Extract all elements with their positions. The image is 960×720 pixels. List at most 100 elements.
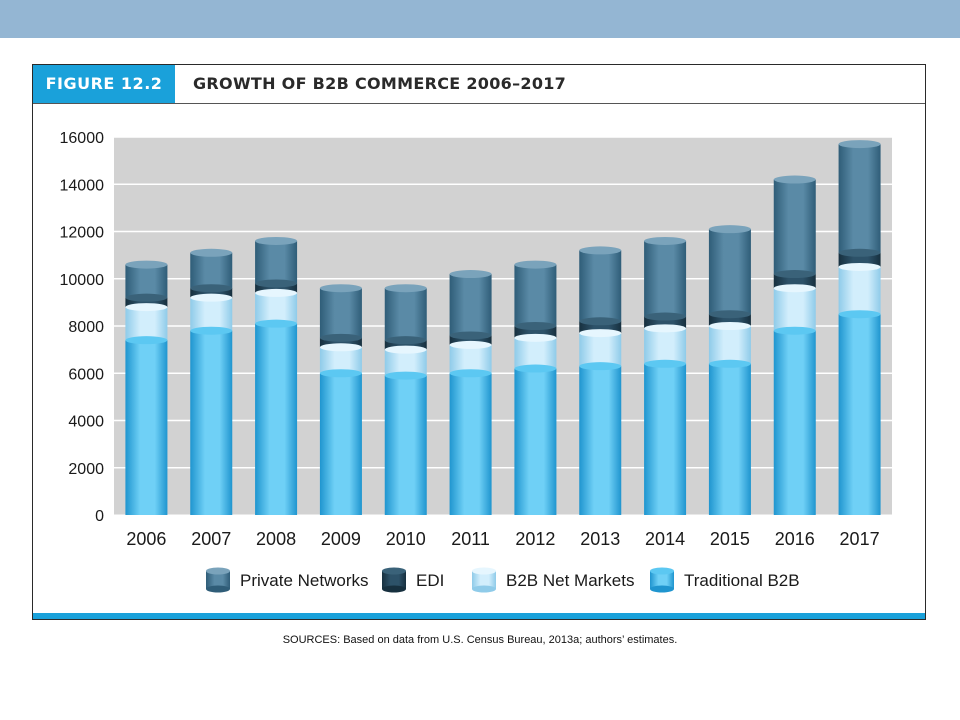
y-tick-label: 16000: [60, 130, 105, 147]
bar-cap-private-networks-2010: [384, 284, 427, 293]
y-axis-ticks: 0 2000 4000 6000 8000 10000 12000 14000 16000: [60, 130, 105, 525]
legend-label: EDI: [416, 571, 444, 590]
bar-2013: [579, 246, 622, 515]
x-tick-label: 2009: [321, 529, 361, 549]
bar-cap-private-networks-2014: [644, 236, 687, 245]
bar-segment-edi-2010: [384, 340, 427, 350]
legend: Private Networks EDI B2B Net Markets Tradit…: [206, 567, 800, 593]
bar-cap-edi-2011: [449, 331, 492, 340]
bar-segment-private-networks-2011: [449, 274, 492, 336]
bar-cap-traditional-b2b-2010: [384, 371, 427, 380]
bar-segment-traditional-b2b-2011: [449, 373, 492, 515]
legend-label: B2B Net Markets: [506, 571, 635, 590]
bars: [125, 140, 881, 515]
bar-segment-edi-2009: [319, 337, 362, 348]
legend-swatch-cap: [382, 567, 406, 575]
y-tick-label: 0: [95, 508, 104, 525]
bar-segment-traditional-b2b-2017: [838, 314, 881, 515]
bar-cap-b2b-net-markets-2014: [644, 324, 687, 333]
bar-cap-b2b-net-markets-2007: [190, 293, 233, 302]
legend-swatch-base: [472, 585, 496, 593]
bar-cap-edi-2012: [514, 322, 557, 330]
bar-cap-private-networks-2009: [319, 284, 362, 293]
legend-item-traditional-b2b: Traditional B2B: [650, 567, 800, 593]
bar-segment-edi-2011: [449, 335, 492, 345]
bar-cap-edi-2006: [125, 293, 168, 302]
x-tick-label: 2013: [580, 529, 620, 549]
bar-segment-private-networks-2009: [319, 288, 362, 338]
bar-2012: [514, 260, 557, 515]
bar-cap-edi-2014: [644, 312, 687, 321]
figure-header: FIGURE 12.2 GROWTH OF B2B COMMERCE 2006–…: [33, 65, 925, 104]
legend-swatch: [472, 571, 496, 589]
bar-cap-private-networks-2006: [125, 260, 168, 269]
bar-segment-edi-2006: [125, 297, 168, 308]
bar-segment-traditional-b2b-2015: [708, 363, 751, 515]
bar-segment-edi-2016: [773, 274, 816, 289]
bar-cap-b2b-net-markets-2008: [255, 288, 298, 297]
legend-item-private-networks: Private Networks: [206, 567, 368, 593]
bar-segment-traditional-b2b-2010: [384, 375, 427, 515]
bar-cap-private-networks-2012: [514, 260, 557, 269]
bar-2011: [449, 270, 492, 515]
figure-bottom-bar: [33, 613, 925, 619]
bar-cap-b2b-net-markets-2010: [384, 345, 427, 354]
bar-cap-traditional-b2b-2007: [190, 326, 233, 335]
bar-segment-b2b-net-markets-2007: [190, 297, 233, 331]
x-tick-label: 2016: [775, 529, 815, 549]
slide-top-band: [0, 0, 960, 38]
x-tick-label: 2011: [451, 529, 490, 549]
bar-cap-traditional-b2b-2014: [644, 359, 687, 368]
bar-segment-traditional-b2b-2009: [319, 373, 362, 515]
legend-swatch-base: [206, 585, 230, 593]
figure-number: FIGURE 12.2: [33, 65, 175, 103]
bar-segment-traditional-b2b-2016: [773, 330, 816, 515]
x-tick-label: 2017: [840, 529, 880, 549]
x-tick-label: 2014: [645, 529, 685, 549]
legend-swatch: [206, 571, 230, 589]
bar-segment-b2b-net-markets-2016: [773, 288, 816, 331]
bar-cap-traditional-b2b-2017: [838, 310, 881, 319]
y-tick-label: 8000: [68, 319, 104, 336]
legend-swatch-cap: [206, 567, 230, 575]
bar-cap-traditional-b2b-2012: [514, 364, 557, 373]
bar-segment-edi-2014: [644, 316, 687, 329]
bar-2009: [319, 284, 362, 515]
bar-cap-traditional-b2b-2015: [708, 359, 751, 368]
bar-cap-private-networks-2017: [838, 140, 881, 149]
legend-label: Private Networks: [240, 571, 368, 590]
bar-cap-b2b-net-markets-2006: [125, 303, 168, 312]
bar-cap-private-networks-2013: [579, 246, 622, 255]
legend-item-edi: EDI: [382, 567, 444, 593]
bar-cap-edi-2007: [190, 284, 233, 293]
bar-cap-traditional-b2b-2013: [579, 362, 622, 371]
bar-cap-b2b-net-markets-2015: [708, 322, 751, 330]
bar-segment-private-networks-2015: [708, 229, 751, 315]
bar-segment-private-networks-2013: [579, 250, 622, 322]
bar-2014: [644, 236, 687, 515]
legend-swatch-base: [650, 585, 674, 593]
y-tick-label: 6000: [68, 366, 104, 383]
bar-segment-edi-2015: [708, 314, 751, 326]
bar-cap-private-networks-2011: [449, 270, 492, 279]
bar-segment-private-networks-2014: [644, 240, 687, 317]
bar-segment-b2b-net-markets-2006: [125, 307, 168, 341]
bar-segment-traditional-b2b-2006: [125, 340, 168, 515]
bar-segment-traditional-b2b-2012: [514, 368, 557, 515]
source-note: SOURCES: Based on data from U.S. Census …: [282, 634, 678, 646]
bar-cap-b2b-net-markets-2017: [838, 262, 881, 271]
bar-2016: [773, 175, 816, 515]
y-tick-label: 14000: [60, 177, 105, 194]
x-tick-label: 2006: [126, 529, 166, 549]
figure-title: GROWTH OF B2B COMMERCE 2006–2017: [193, 74, 567, 93]
bar-segment-b2b-net-markets-2017: [838, 266, 881, 315]
bar-2008: [255, 236, 298, 515]
bar-segment-private-networks-2008: [255, 240, 298, 284]
legend-swatch: [650, 571, 674, 589]
bar-segment-b2b-net-markets-2015: [708, 326, 751, 364]
bar-segment-edi-2013: [579, 321, 622, 334]
bar-cap-edi-2017: [838, 248, 881, 257]
bar-segment-edi-2017: [838, 252, 881, 267]
bar-cap-edi-2010: [384, 336, 427, 345]
